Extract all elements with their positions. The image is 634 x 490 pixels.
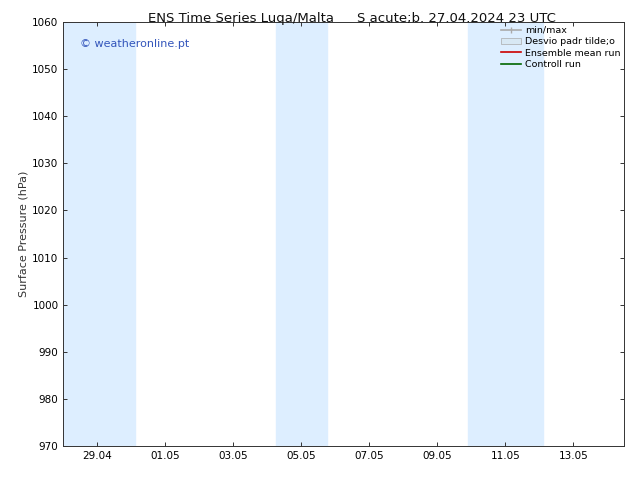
Y-axis label: Surface Pressure (hPa): Surface Pressure (hPa) [18, 171, 28, 297]
Text: ENS Time Series Luqa/Malta: ENS Time Series Luqa/Malta [148, 12, 334, 25]
Legend: min/max, Desvio padr tilde;o, Ensemble mean run, Controll run: min/max, Desvio padr tilde;o, Ensemble m… [499, 24, 623, 71]
Bar [468, 22, 543, 446]
Bar [60, 22, 135, 446]
Text: S acute;b. 27.04.2024 23 UTC: S acute;b. 27.04.2024 23 UTC [357, 12, 556, 25]
Text: © weatheronline.pt: © weatheronline.pt [81, 39, 190, 49]
Bar [276, 22, 327, 446]
